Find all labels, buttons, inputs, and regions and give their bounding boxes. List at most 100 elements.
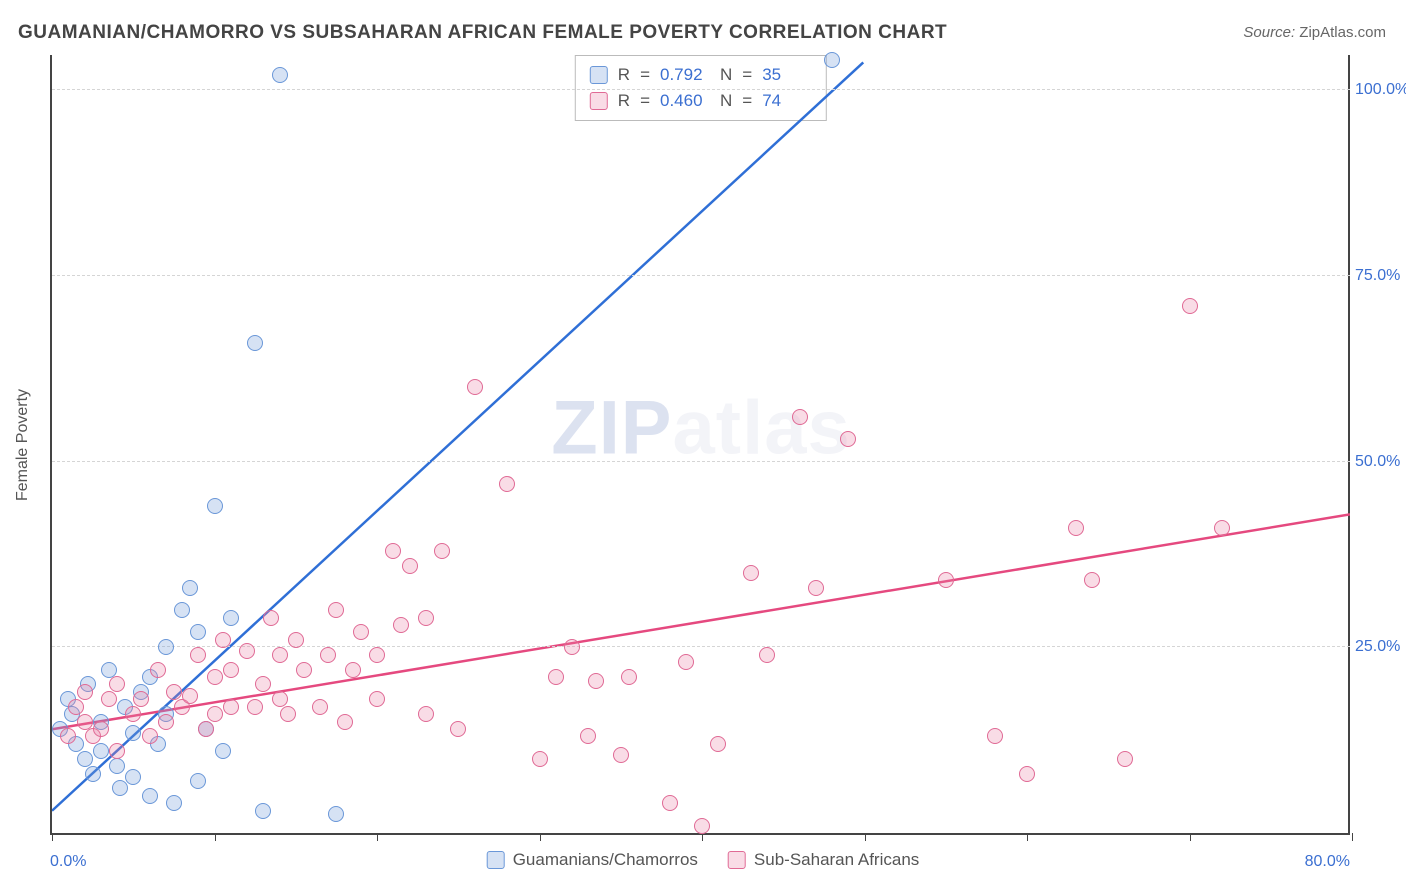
data-point bbox=[792, 409, 808, 425]
data-point bbox=[166, 684, 182, 700]
data-point bbox=[68, 699, 84, 715]
data-point bbox=[678, 654, 694, 670]
data-point bbox=[263, 610, 279, 626]
y-axis-label-wrap: Female Poverty bbox=[8, 55, 38, 835]
watermark-atlas: atlas bbox=[673, 386, 851, 471]
data-point bbox=[328, 806, 344, 822]
stats-eq-a2: = bbox=[742, 65, 752, 85]
x-tick-label-last: 80.0% bbox=[1305, 853, 1350, 871]
data-point bbox=[320, 647, 336, 663]
data-point bbox=[450, 721, 466, 737]
data-point bbox=[694, 818, 710, 834]
data-point bbox=[353, 624, 369, 640]
right-axis-line bbox=[1348, 55, 1350, 833]
data-point bbox=[621, 669, 637, 685]
data-point bbox=[987, 728, 1003, 744]
data-point bbox=[223, 699, 239, 715]
data-point bbox=[133, 691, 149, 707]
data-point bbox=[467, 379, 483, 395]
chart-title: GUAMANIAN/CHAMORRO VS SUBSAHARAN AFRICAN… bbox=[18, 22, 947, 44]
data-point bbox=[101, 662, 117, 678]
plot-area: ZIPatlas R = 0.792 N = 35 R = 0.460 N = … bbox=[50, 55, 1350, 835]
data-point bbox=[938, 572, 954, 588]
data-point bbox=[150, 662, 166, 678]
data-point bbox=[77, 751, 93, 767]
x-tick bbox=[1352, 833, 1353, 841]
data-point bbox=[1117, 751, 1133, 767]
data-point bbox=[312, 699, 328, 715]
data-point bbox=[808, 580, 824, 596]
data-point bbox=[101, 691, 117, 707]
x-tick-label-first: 0.0% bbox=[50, 853, 86, 871]
gridline-h bbox=[52, 461, 1350, 462]
data-point bbox=[434, 543, 450, 559]
stats-r-value-b: 0.460 bbox=[660, 91, 710, 111]
stats-n-label-b: N bbox=[720, 91, 732, 111]
data-point bbox=[402, 558, 418, 574]
data-point bbox=[215, 743, 231, 759]
gridline-h bbox=[52, 89, 1350, 90]
data-point bbox=[109, 676, 125, 692]
legend-swatch-a bbox=[487, 851, 505, 869]
watermark: ZIPatlas bbox=[551, 385, 850, 472]
data-point bbox=[93, 743, 109, 759]
data-point bbox=[296, 662, 312, 678]
data-point bbox=[77, 684, 93, 700]
stats-eq-b2: = bbox=[742, 91, 752, 111]
data-point bbox=[345, 662, 361, 678]
data-point bbox=[77, 714, 93, 730]
data-point bbox=[247, 335, 263, 351]
data-point bbox=[190, 647, 206, 663]
data-point bbox=[393, 617, 409, 633]
x-tick bbox=[1190, 833, 1191, 841]
data-point bbox=[109, 758, 125, 774]
data-point bbox=[247, 699, 263, 715]
data-point bbox=[207, 498, 223, 514]
data-point bbox=[580, 728, 596, 744]
y-tick-label: 100.0% bbox=[1355, 81, 1406, 99]
data-point bbox=[662, 795, 678, 811]
data-point bbox=[158, 714, 174, 730]
data-point bbox=[613, 747, 629, 763]
data-point bbox=[255, 676, 271, 692]
watermark-zip: ZIP bbox=[551, 386, 672, 471]
legend-item-b: Sub-Saharan Africans bbox=[728, 850, 919, 870]
data-point bbox=[1068, 520, 1084, 536]
legend-label-a: Guamanians/Chamorros bbox=[513, 850, 698, 870]
stats-eq-a1: = bbox=[640, 65, 650, 85]
data-point bbox=[239, 643, 255, 659]
source-attribution: Source: ZipAtlas.com bbox=[1243, 24, 1386, 41]
data-point bbox=[548, 669, 564, 685]
data-point bbox=[1084, 572, 1100, 588]
data-point bbox=[182, 580, 198, 596]
data-point bbox=[1182, 298, 1198, 314]
data-point bbox=[328, 602, 344, 618]
data-point bbox=[499, 476, 515, 492]
data-point bbox=[743, 565, 759, 581]
data-point bbox=[166, 795, 182, 811]
data-point bbox=[112, 780, 128, 796]
stats-n-value-a: 35 bbox=[762, 65, 812, 85]
data-point bbox=[532, 751, 548, 767]
data-point bbox=[125, 769, 141, 785]
stats-n-value-b: 74 bbox=[762, 91, 812, 111]
x-tick bbox=[702, 833, 703, 841]
x-tick bbox=[1027, 833, 1028, 841]
trendlines-svg bbox=[52, 55, 1350, 833]
legend-swatch-b bbox=[728, 851, 746, 869]
data-point bbox=[223, 610, 239, 626]
data-point bbox=[840, 431, 856, 447]
x-tick bbox=[215, 833, 216, 841]
stats-r-label-a: R bbox=[618, 65, 630, 85]
data-point bbox=[369, 647, 385, 663]
stats-r-label-b: R bbox=[618, 91, 630, 111]
data-point bbox=[418, 610, 434, 626]
stats-swatch-a bbox=[590, 66, 608, 84]
legend-item-a: Guamanians/Chamorros bbox=[487, 850, 698, 870]
x-tick bbox=[377, 833, 378, 841]
data-point bbox=[272, 67, 288, 83]
source-label: Source: bbox=[1243, 24, 1295, 41]
data-point bbox=[564, 639, 580, 655]
data-point bbox=[418, 706, 434, 722]
data-point bbox=[588, 673, 604, 689]
